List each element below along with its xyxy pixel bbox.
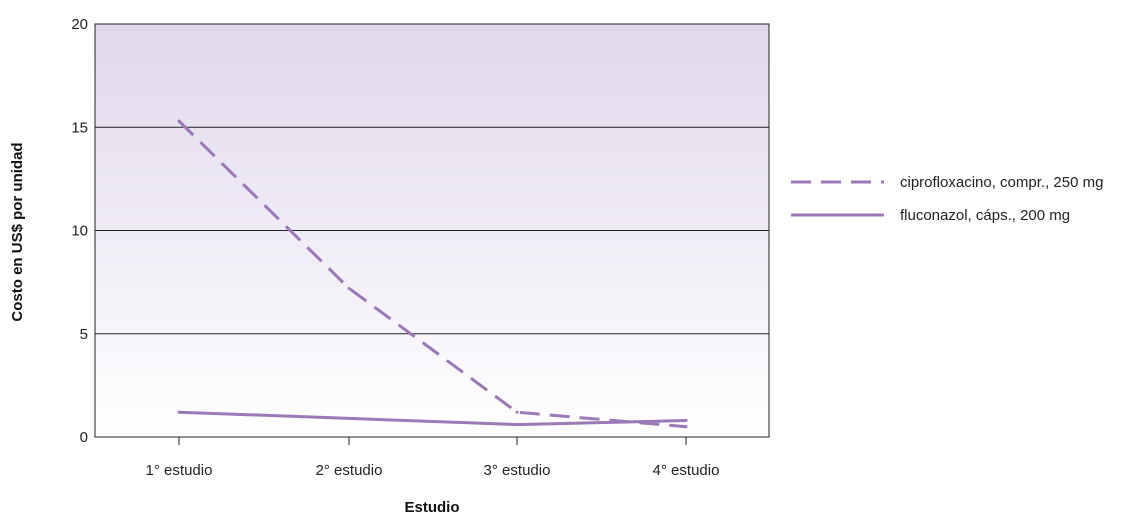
data-point [684,425,688,429]
y-axis-ticks: 0 5 10 15 20 [71,16,88,446]
x-axis-title: Estudio [405,499,460,516]
data-point [347,286,351,290]
legend-label: ciprofloxacino, compr., 250 mg [900,174,1103,191]
x-tick-label: 3° estudio [484,462,551,479]
y-tick-label: 5 [80,326,88,343]
data-point [684,418,688,422]
data-point [515,423,519,427]
x-tick-label: 4° estudio [653,462,720,479]
data-point [515,410,519,414]
y-axis-title: Costo en US$ por unidad [9,142,26,321]
y-tick-label: 20 [71,16,88,33]
y-tick-label: 0 [80,429,88,446]
legend: ciprofloxacino, compr., 250 mg fluconazol… [791,174,1103,224]
series-lines [177,119,688,429]
series-line-1 [177,120,687,429]
series-line-2 [178,410,687,427]
x-axis-ticks: 1° estudio 2° estudio 3° estudio 4° estudio [146,437,720,479]
data-point [177,410,181,414]
data-point [177,119,181,123]
y-tick-label: 10 [71,223,88,240]
x-tick-label: 2° estudio [316,462,383,479]
x-tick-label: 1° estudio [146,462,213,479]
legend-label: fluconazol, cáps., 200 mg [900,207,1070,224]
gridlines [95,126,769,335]
data-point [347,416,351,420]
y-tick-label: 15 [71,119,88,136]
